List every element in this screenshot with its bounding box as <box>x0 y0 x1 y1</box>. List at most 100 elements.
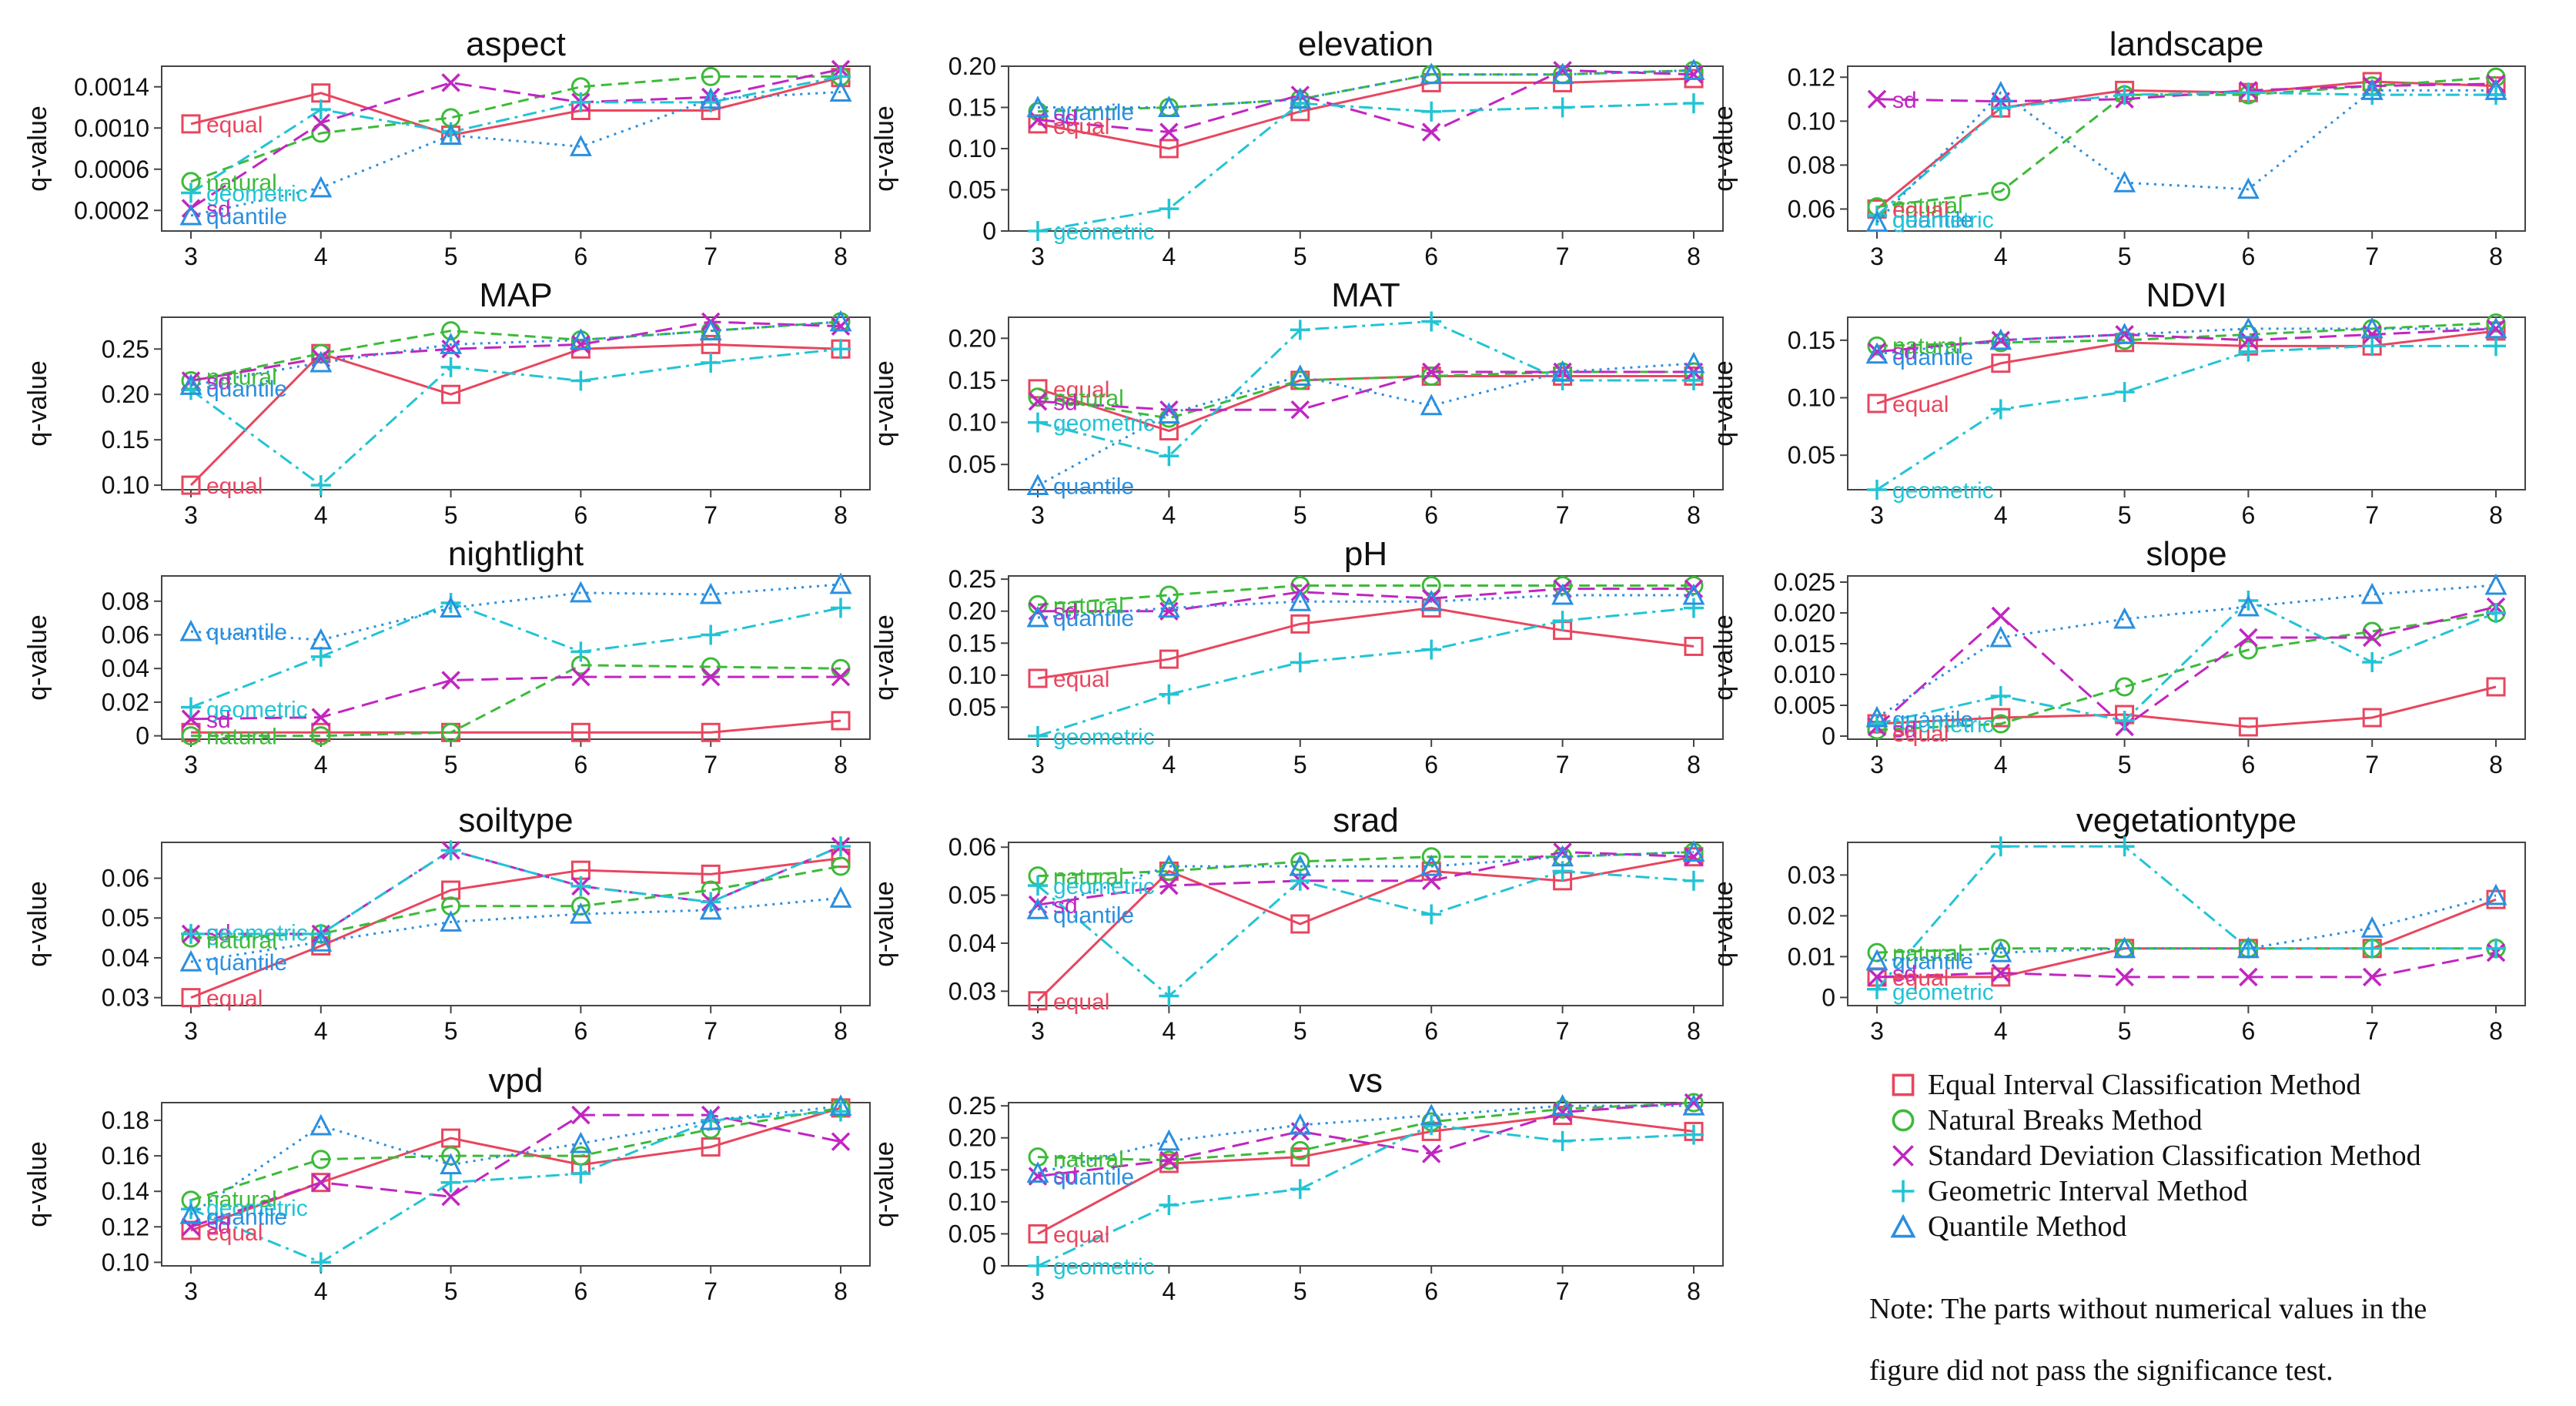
y-axis-label: q-value <box>23 360 52 447</box>
x-tick-label: 8 <box>834 751 848 778</box>
series-line-equal <box>190 76 841 137</box>
series-line-equal <box>189 343 841 487</box>
data-point <box>2239 628 2258 648</box>
data-point <box>2486 677 2506 697</box>
data-point <box>829 1094 852 1116</box>
y-tick-label: 0.15 <box>102 426 149 454</box>
x-tick-label: 3 <box>1870 243 1884 270</box>
y-axis-label: q-value <box>1709 360 1738 447</box>
data-point <box>1682 1093 1705 1116</box>
data-point <box>2360 916 2384 938</box>
x-tick-label: 3 <box>1031 1277 1045 1305</box>
data-point <box>701 667 721 687</box>
x-tick-label: 8 <box>1687 1017 1701 1045</box>
data-point <box>1421 311 1442 332</box>
series-annotation: geometric <box>1892 712 1994 738</box>
y-tick-label: 0.05 <box>948 450 996 478</box>
x-tick-label: 8 <box>2489 243 2503 270</box>
y-tick-label: 0.05 <box>948 176 996 204</box>
y-tick-label: 0.25 <box>948 1092 996 1120</box>
data-point <box>2362 938 2383 959</box>
data-point <box>1991 182 2011 202</box>
data-point <box>1159 875 1179 895</box>
data-point <box>1159 585 1179 605</box>
series-line-quantile <box>190 320 841 387</box>
plot-frame <box>1008 842 1724 1006</box>
series-line-natural <box>1037 69 1694 113</box>
series-annotation: equal <box>1053 989 1109 1015</box>
triangle-marker-icon <box>1878 1209 1928 1244</box>
chart-title: NDVI <box>2146 276 2226 314</box>
data-point <box>1552 1130 1573 1151</box>
data-point <box>310 646 331 667</box>
data-point <box>1682 351 1705 373</box>
x-tick-label: 6 <box>2242 751 2256 778</box>
data-point <box>2486 938 2506 959</box>
data-point <box>1865 210 1889 233</box>
series-line-equal <box>1037 374 1694 433</box>
y-tick-label: 0.15 <box>948 94 996 122</box>
x-tick-label: 8 <box>1687 751 1701 778</box>
series-line-equal <box>1876 330 2497 405</box>
chart-panel-landscape: landscape q-value 3 4 5 6 7 8 0.06 0.08 0.10 0.12 sd… <box>1709 25 2526 270</box>
data-point <box>1867 480 1887 500</box>
data-point <box>1421 1144 1441 1163</box>
y-tick-label: 0.12 <box>102 1213 149 1240</box>
data-point <box>829 572 852 594</box>
x-tick-label: 4 <box>314 1017 328 1045</box>
series-annotation: sd <box>1892 962 1917 987</box>
data-point <box>311 1173 331 1193</box>
y-tick-label: 0.06 <box>1788 195 1835 223</box>
y-tick-label: 0.06 <box>948 833 996 861</box>
series-line-sd <box>1037 1101 1694 1178</box>
plot-frame <box>161 575 871 740</box>
legend-item-quantile: Quantile Method <box>1878 1209 2556 1244</box>
data-point <box>2113 936 2136 959</box>
data-point <box>1551 62 1574 85</box>
plot-frame <box>1847 575 2526 740</box>
series-annotation: equal <box>1053 667 1109 692</box>
series-annotation: natural <box>206 725 277 750</box>
data-point <box>1867 89 1887 109</box>
series-annotation: geometric <box>206 920 308 946</box>
data-point <box>181 697 201 718</box>
x-tick-label: 3 <box>184 1017 198 1045</box>
data-point <box>699 898 722 920</box>
data-point <box>1682 840 1705 862</box>
plot-frame <box>161 316 871 490</box>
series-annotation: quantile <box>1892 207 1973 233</box>
series-line-natural <box>190 1106 841 1202</box>
data-point <box>440 357 461 377</box>
data-point <box>441 321 461 341</box>
x-tick-label: 5 <box>444 243 458 270</box>
data-point <box>1989 328 2012 350</box>
x-tick-label: 8 <box>834 243 848 270</box>
data-point <box>1684 370 1704 390</box>
y-tick-label: 0.005 <box>1774 691 1835 719</box>
chart-title: nightlight <box>448 535 584 573</box>
series-annotation: sd <box>206 370 231 395</box>
y-tick-label: 0.0002 <box>74 196 149 224</box>
series-annotation: geometric <box>1053 411 1155 437</box>
data-point <box>179 619 202 641</box>
chart-panel-soiltype: soiltype q-value 3 4 5 6 7 8 0.03 0.04 0.05 0.06 sdg… <box>23 802 871 1045</box>
series-line-sd <box>1037 850 1694 906</box>
series-annotation: natural <box>206 170 277 196</box>
data-point <box>2236 177 2260 199</box>
x-tick-label: 4 <box>1994 243 2008 270</box>
y-tick-label: 0.020 <box>1774 599 1835 627</box>
y-tick-label: 0.15 <box>1788 326 1835 354</box>
data-point <box>2239 967 2258 987</box>
data-point <box>1421 122 1441 142</box>
data-point <box>1420 62 1443 85</box>
x-tick-label: 6 <box>574 751 588 778</box>
chart-panel-srad: srad q-value 3 4 5 6 7 8 0.03 0.04 0.05 0.06 natural… <box>870 802 1724 1045</box>
x-tick-label: 6 <box>1424 243 1438 270</box>
x-tick-label: 5 <box>2118 1017 2132 1045</box>
x-tick-label: 8 <box>1687 501 1701 529</box>
data-point <box>1991 606 2011 626</box>
data-point <box>440 1172 461 1193</box>
data-point <box>1421 362 1441 382</box>
plot-frame <box>161 842 871 1006</box>
y-axis-label: q-value <box>870 1141 899 1227</box>
